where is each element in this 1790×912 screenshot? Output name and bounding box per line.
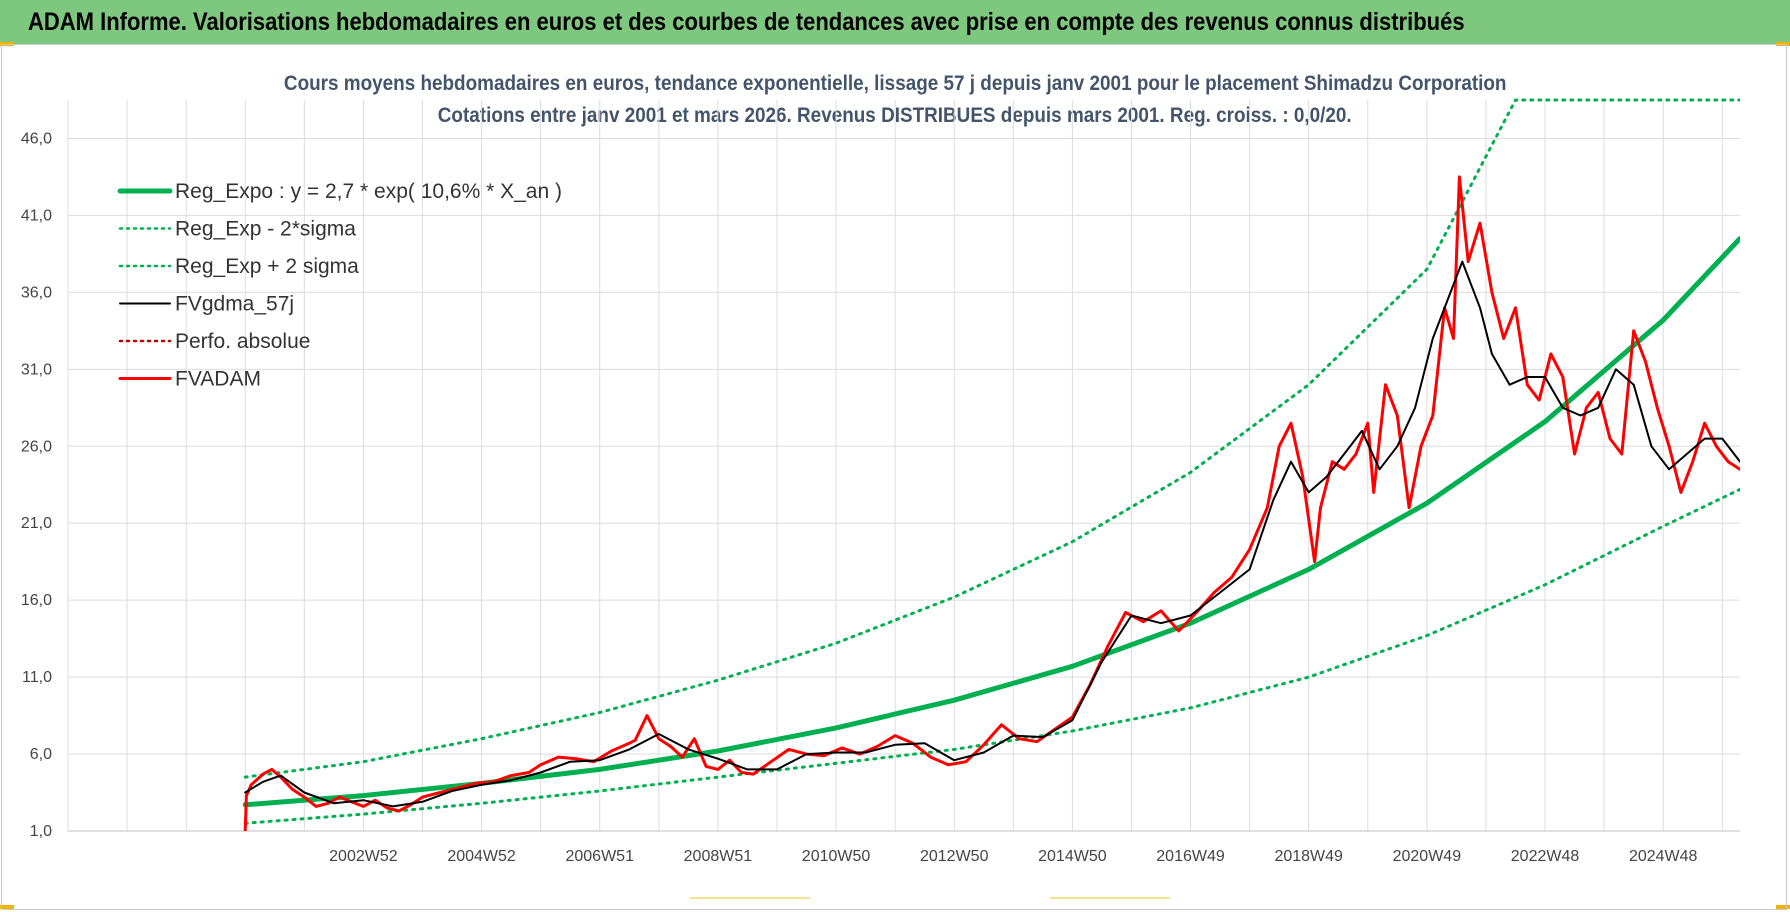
x-tick-label: 2016W49 <box>1156 848 1225 865</box>
series-line-fvgdma-57j <box>244 260 1740 808</box>
series-line-reg-exp <box>243 98 1740 779</box>
corner-marker-bottom-right <box>1776 905 1790 909</box>
x-tick-label: 2004W52 <box>447 848 516 865</box>
x-tick-label: 2020W49 <box>1393 848 1462 865</box>
x-tick-label: 2012W50 <box>920 848 989 865</box>
legend-label: Reg_Exp + 2 sigma <box>175 255 359 278</box>
y-tick-label: 16,0 <box>21 592 52 609</box>
y-tick-label: 41,0 <box>21 207 52 224</box>
legend-label: FVADAM <box>175 368 261 391</box>
series-line-reg-expo <box>242 236 1740 808</box>
legend-label: FVgdma_57j <box>175 293 294 316</box>
x-tick-label: 2002W52 <box>329 848 398 865</box>
bottom-marker <box>1050 897 1170 899</box>
x-tick-label: 2018W49 <box>1274 848 1343 865</box>
x-tick-label: 2008W51 <box>684 848 753 865</box>
report-banner: ADAM Informe. Valorisations hebdomadaire… <box>0 0 1790 45</box>
series-line-reg-exp <box>243 487 1740 825</box>
series-line-fvadam <box>243 175 1740 831</box>
y-tick-label: 6,0 <box>30 746 52 763</box>
y-tick-label: 26,0 <box>21 438 52 455</box>
y-tick-label: 1,0 <box>30 823 52 840</box>
legend-label: Reg_Expo : y = 2,7 * exp( 10,6% * X_an ) <box>175 180 562 203</box>
report-title: ADAM Informe. Valorisations hebdomadaire… <box>28 8 1465 36</box>
x-tick-label: 2022W48 <box>1511 848 1580 865</box>
y-tick-label: 31,0 <box>21 361 52 378</box>
bottom-marker <box>690 897 810 899</box>
y-tick-label: 11,0 <box>22 669 52 686</box>
y-tick-label: 36,0 <box>21 284 52 301</box>
x-tick-label: 2010W50 <box>802 848 871 865</box>
corner-marker-bottom-left <box>0 905 14 909</box>
legend-label: Reg_Exp - 2*sigma <box>175 218 356 241</box>
legend-label: Perfo. absolue <box>175 330 310 353</box>
x-tick-label: 2024W48 <box>1629 848 1698 865</box>
y-tick-label: 46,0 <box>21 130 52 147</box>
x-tick-label: 2014W50 <box>1038 848 1107 865</box>
chart-title: Cours moyens hebdomadaires en euros, ten… <box>283 72 1507 95</box>
x-tick-label: 2006W51 <box>565 848 634 865</box>
y-tick-label: 21,0 <box>21 515 52 532</box>
chart-frame <box>1 44 1787 910</box>
